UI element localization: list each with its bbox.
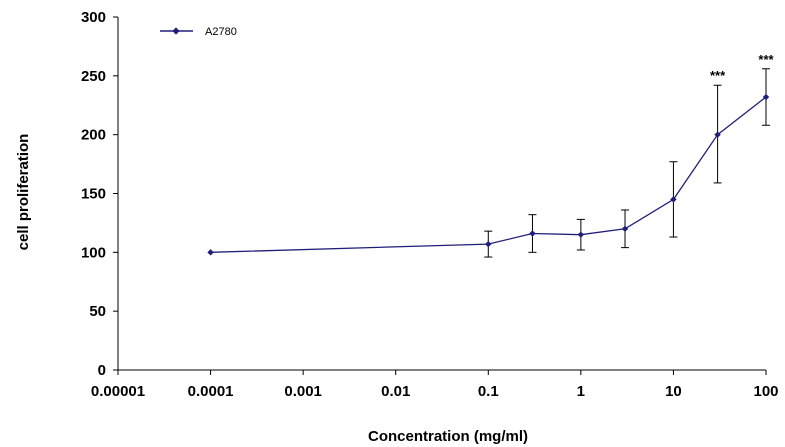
x-tick-label: 0.01 — [381, 383, 410, 400]
data-point — [577, 231, 585, 238]
x-axis-ticks: 0.00001 0.0001 0.001 0.01 0.1 1 10 100 — [91, 370, 779, 400]
x-tick-label: 0.1 — [478, 383, 499, 400]
data-point — [670, 196, 677, 203]
x-tick-label: 0.0001 — [188, 383, 234, 400]
x-tick-label: 10 — [665, 383, 682, 400]
legend: A2780 — [160, 26, 237, 38]
annotations: *** *** — [710, 52, 775, 83]
y-tick-label: 250 — [81, 68, 106, 85]
y-tick-label: 100 — [81, 244, 106, 261]
y-axis-ticks: 0 50 100 150 200 250 300 — [81, 9, 118, 379]
y-axis-title: cell proliferation — [15, 134, 32, 251]
legend-marker — [172, 27, 180, 35]
data-point — [207, 249, 214, 256]
y-tick-label: 150 — [81, 186, 106, 203]
legend-label-a2780: A2780 — [205, 26, 237, 38]
x-tick-label: 0.001 — [284, 383, 322, 400]
axes — [117, 17, 766, 371]
data-point — [762, 93, 770, 101]
significance-annotation: *** — [758, 52, 774, 67]
significance-annotation: *** — [710, 68, 726, 83]
x-tick-label: 0.00001 — [91, 383, 145, 400]
series-group — [207, 93, 770, 256]
x-tick-label: 1 — [577, 383, 585, 400]
y-tick-label: 0 — [98, 362, 106, 379]
series-line-a2780 — [210, 96, 767, 253]
x-axis-title: Concentration (mg/ml) — [368, 428, 528, 445]
x-tick-label: 100 — [753, 383, 778, 400]
data-point — [714, 131, 721, 138]
y-tick-label: 50 — [89, 303, 106, 320]
data-point — [485, 240, 492, 248]
data-point — [621, 225, 629, 232]
data-point — [529, 230, 536, 237]
y-tick-label: 300 — [81, 9, 106, 26]
y-tick-label: 200 — [81, 127, 106, 144]
